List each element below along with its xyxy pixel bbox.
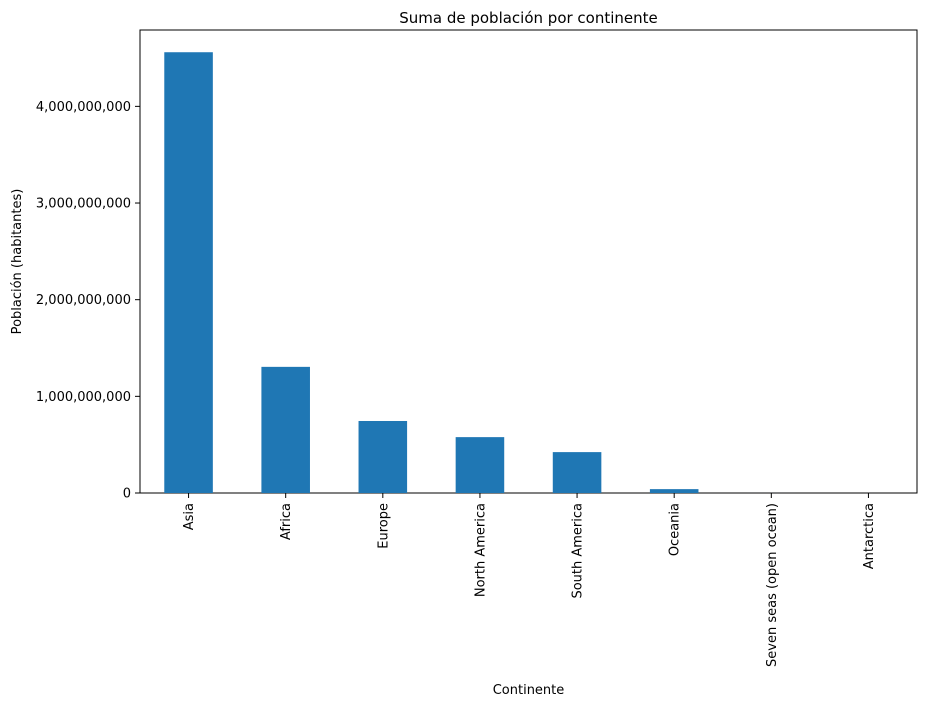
y-tick-label: 1,000,000,000 — [36, 390, 131, 405]
x-tick-label: Asia — [182, 503, 197, 530]
bar-africa — [261, 366, 310, 493]
y-axis-ticks: 0 1,000,000,000 2,000,000,000 3,000,000,000… — [36, 100, 140, 502]
chart-title: Suma de población por continente — [399, 9, 658, 27]
x-tick-label: North America — [473, 503, 488, 597]
y-tick-label: 3,000,000,000 — [36, 197, 131, 212]
y-tick-label: 4,000,000,000 — [36, 100, 131, 115]
x-tick-label: Seven seas (open ocean) — [765, 503, 780, 667]
plot-area: Asia Africa Europe North America South Ameri… — [36, 29, 918, 667]
y-axis-title: Población (habitantes) — [10, 189, 25, 335]
x-tick-label: South America — [571, 503, 586, 599]
x-tick-label: Antarctica — [862, 503, 877, 569]
x-tick-label: Oceania — [668, 503, 683, 556]
plot-frame — [139, 29, 918, 494]
bar-north-america — [455, 437, 505, 493]
x-axis-ticks: Asia Africa Europe North America South Ameri… — [182, 493, 877, 667]
y-tick-label: 2,000,000,000 — [36, 293, 131, 308]
y-tick-label: 0 — [123, 487, 131, 502]
bar-oceania — [649, 489, 699, 493]
bar-europe — [358, 420, 408, 493]
bar-asia — [164, 52, 213, 494]
bar-south-america — [552, 452, 602, 493]
x-tick-label: Europe — [376, 503, 391, 549]
x-axis-title: Continente — [493, 683, 565, 698]
x-tick-label: Africa — [279, 503, 294, 540]
bars — [164, 52, 893, 494]
